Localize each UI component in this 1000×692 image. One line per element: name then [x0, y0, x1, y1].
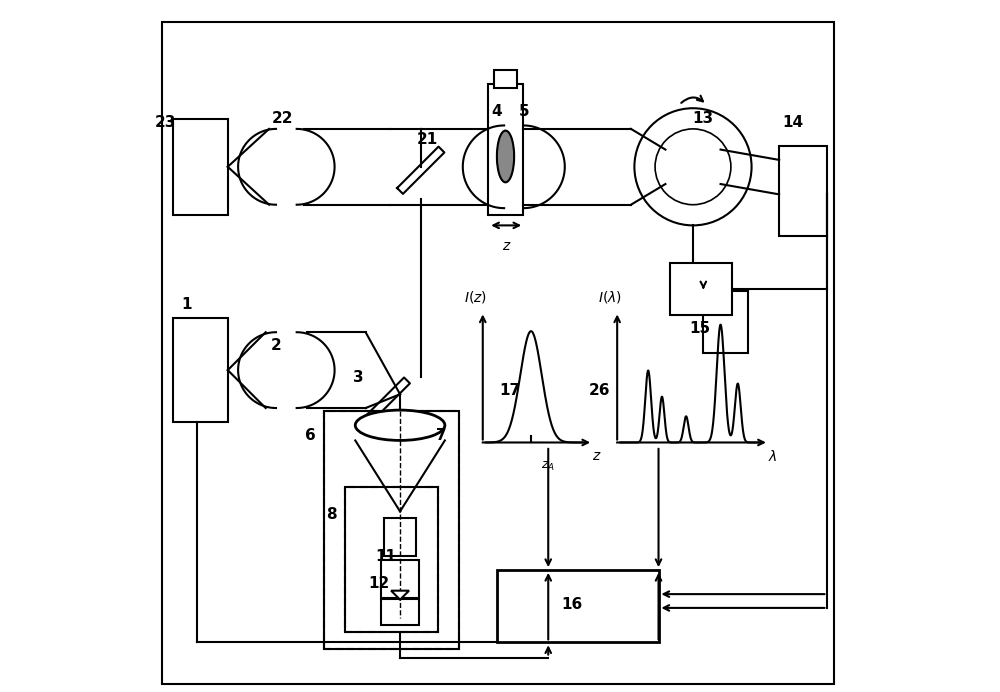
- Ellipse shape: [355, 410, 445, 440]
- Text: z: z: [502, 239, 509, 253]
- Bar: [497, 570, 659, 642]
- Text: 12: 12: [369, 576, 390, 591]
- Bar: [488, 84, 523, 215]
- Text: 4: 4: [491, 104, 502, 119]
- Text: 17: 17: [500, 383, 521, 399]
- Text: 26: 26: [589, 383, 611, 399]
- Text: 14: 14: [782, 114, 803, 129]
- Text: $z_A$: $z_A$: [541, 459, 555, 473]
- Text: 5: 5: [519, 104, 529, 119]
- Bar: [670, 263, 732, 315]
- Text: 7: 7: [436, 428, 447, 443]
- Text: 2: 2: [271, 338, 281, 354]
- Bar: [345, 487, 438, 632]
- Text: 22: 22: [272, 111, 294, 126]
- Bar: [494, 71, 517, 88]
- Text: 15: 15: [689, 321, 710, 336]
- Bar: [703, 291, 748, 353]
- Text: 23: 23: [155, 114, 176, 129]
- Bar: [345, 487, 438, 632]
- Text: 11: 11: [376, 549, 397, 564]
- Bar: [173, 318, 228, 422]
- Text: $I(z)$: $I(z)$: [464, 289, 487, 304]
- Bar: [173, 118, 228, 215]
- Text: 1: 1: [181, 297, 192, 312]
- Text: 21: 21: [417, 131, 438, 147]
- Bar: [384, 518, 416, 556]
- Text: $z$: $z$: [592, 449, 601, 464]
- Text: $I(\lambda)$: $I(\lambda)$: [598, 289, 622, 304]
- Bar: [324, 412, 459, 649]
- Bar: [381, 560, 419, 598]
- Text: $\lambda$: $\lambda$: [768, 449, 777, 464]
- Text: 16: 16: [562, 597, 583, 612]
- Text: 13: 13: [693, 111, 714, 126]
- Bar: [381, 599, 419, 625]
- Bar: [324, 412, 459, 649]
- Polygon shape: [391, 591, 409, 600]
- Ellipse shape: [497, 131, 514, 182]
- Polygon shape: [397, 147, 444, 194]
- Text: 8: 8: [326, 507, 336, 522]
- Text: 6: 6: [305, 428, 316, 443]
- Text: 3: 3: [353, 370, 364, 385]
- Bar: [779, 146, 827, 236]
- Polygon shape: [363, 378, 410, 425]
